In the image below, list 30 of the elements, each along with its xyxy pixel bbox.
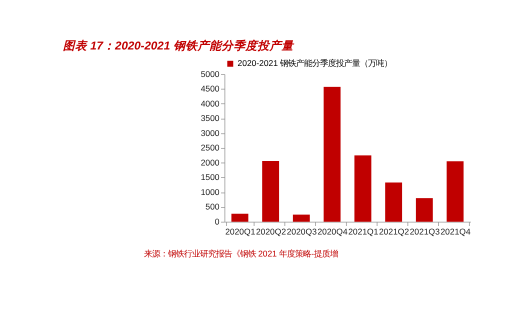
y-tick-label: 3500 — [200, 113, 220, 124]
bar — [292, 214, 310, 222]
y-tick-label: 1000 — [200, 186, 220, 197]
y-tick-label: 4500 — [200, 84, 220, 94]
y-tick-label: 2000 — [200, 157, 220, 168]
y-tick-label: 3000 — [200, 128, 220, 138]
legend-label: 2020-2021 钢铁产能分季度投产量（万吨） — [238, 58, 392, 68]
bar — [324, 86, 341, 222]
bar — [416, 198, 433, 222]
x-tick-label: 2021Q4 — [440, 226, 471, 236]
y-tick-label: 1500 — [200, 172, 220, 182]
x-tick-label: 2020Q2 — [256, 226, 286, 236]
bar — [231, 214, 248, 222]
bar — [385, 182, 402, 222]
y-tick-label: 0 — [214, 216, 220, 226]
chart-title: 图表 17：2020-2021 钢铁产能分季度投产量 — [63, 38, 294, 53]
bar — [354, 155, 372, 222]
y-tick-label: 500 — [205, 202, 220, 212]
x-tick-label: 2021Q3 — [410, 226, 440, 236]
y-tick-label: 2500 — [200, 142, 220, 153]
bar — [446, 161, 464, 222]
source-note: 来源：钢铁行业研究报告《钢铁 2021 年度策略-提质增 — [144, 248, 338, 258]
x-tick-label: 2021Q2 — [378, 226, 410, 236]
x-tick-label: 2020Q3 — [286, 226, 318, 236]
y-tick-label: 4000 — [200, 98, 220, 108]
x-tick-label: 2020Q1 — [225, 226, 256, 236]
x-tick-label: 2020Q4 — [317, 226, 348, 236]
bar — [262, 160, 280, 222]
y-tick-label: 5000 — [200, 68, 220, 79]
x-tick-label: 2021Q1 — [348, 226, 379, 236]
